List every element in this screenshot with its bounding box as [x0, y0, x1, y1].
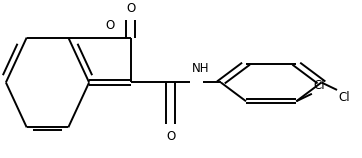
Text: Cl: Cl: [339, 91, 350, 104]
Text: NH: NH: [191, 62, 209, 75]
Text: O: O: [126, 2, 135, 15]
Text: Cl: Cl: [313, 79, 325, 92]
Text: O: O: [105, 18, 114, 32]
Text: O: O: [166, 130, 175, 143]
